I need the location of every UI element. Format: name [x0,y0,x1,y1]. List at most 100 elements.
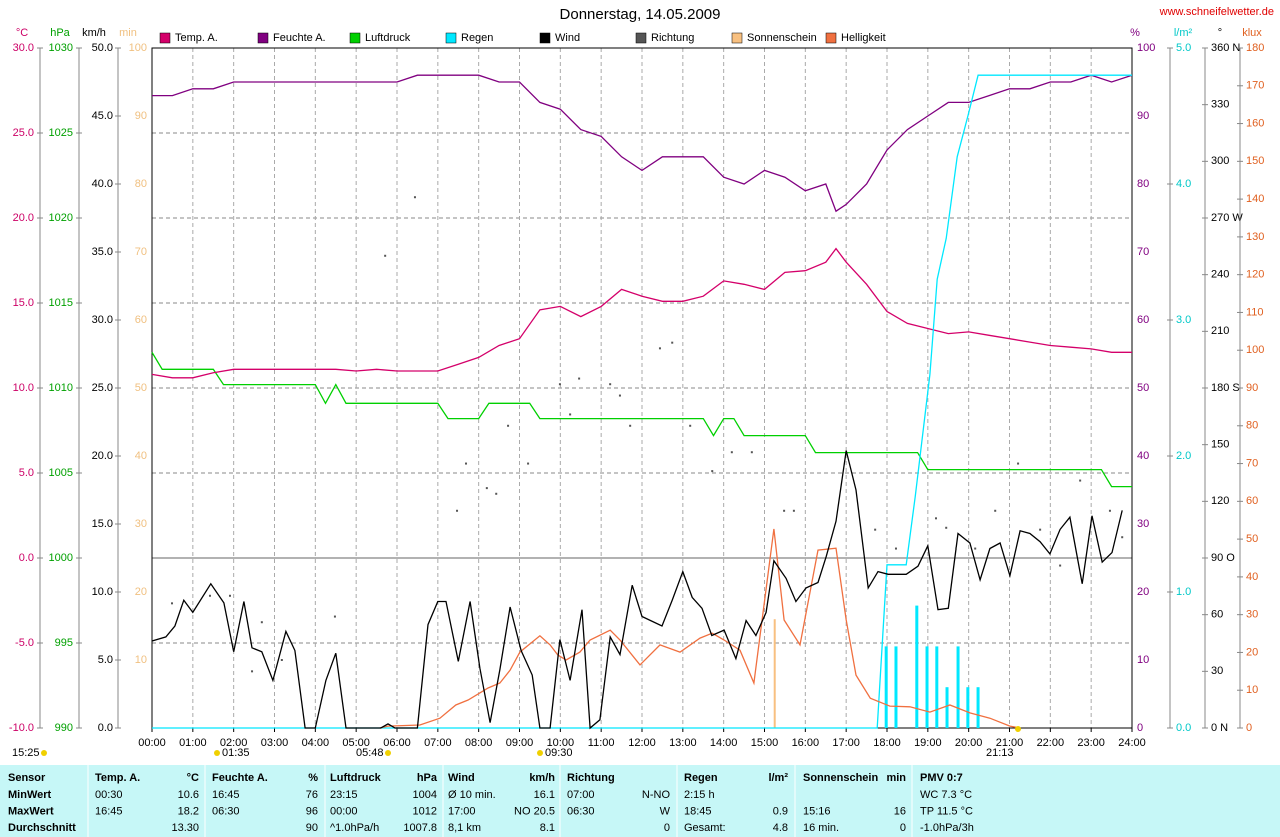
table-cell: 16 min. [803,822,839,834]
axis-unit: hPa [50,27,70,39]
y-tick-label: 100 [129,42,147,54]
sun-marker [1015,726,1021,732]
y-tick-label: 20 [1137,586,1149,598]
dot [711,470,714,473]
y-tick-label: 210 [1211,325,1229,337]
axis-unit: l/m² [1174,27,1193,39]
y-tick-label: 240 [1211,269,1229,281]
table-cell: 1007.8 [403,822,437,834]
y-tick-label: 70 [135,246,147,258]
y-tick-label: 50 [135,382,147,394]
dot [618,394,621,397]
x-tick-label: 15:00 [751,737,779,749]
legend-swatch [731,32,743,44]
dot [260,621,263,624]
table-cell: 16:45 [95,805,123,817]
legend-swatch [445,32,457,44]
y-tick-label: 10.0 [13,382,34,394]
legend-swatch [257,32,269,44]
table-header-unit: l/m² [768,772,788,784]
y-tick-label: 360 N [1211,42,1240,54]
y-tick-label: 1000 [49,552,73,564]
bar [894,646,898,728]
x-tick-label: 05:00 [342,737,370,749]
x-tick-label: 09:00 [506,737,534,749]
legend-label: Feuchte A. [273,32,326,44]
y-tick-label: 0.0 [19,552,34,564]
table-cell: 4.8 [773,822,788,834]
dot [578,377,581,380]
axis-unit: min [119,27,137,39]
table-cell: 76 [306,789,318,801]
bar [956,646,960,728]
y-tick-label: 120 [1246,269,1264,281]
dot [629,424,632,427]
y-tick-label: 40 [1137,450,1149,462]
y-tick-label: 25.0 [13,127,34,139]
bar [945,687,949,728]
source: www.schneifelwetter.de [1159,6,1274,18]
y-tick-label: 80 [1246,420,1258,432]
dot [333,615,336,618]
table-header: Temp. A. [95,772,140,784]
line [151,247,1132,379]
table-cell: 00:30 [95,789,123,801]
table-cell: Gesamt: [684,822,726,834]
dot [730,451,733,454]
table-header-unit: °C [187,772,199,784]
y-tick-label: 10.0 [92,586,113,598]
y-tick-label: 100 [1137,42,1155,54]
y-tick-label: 0.0 [98,722,113,734]
dot [527,462,530,465]
table-cell: TP 11.5 °C [920,805,973,817]
dot [955,547,958,550]
table-header-unit: % [308,772,318,784]
dot [1059,564,1062,567]
dot [228,594,231,597]
table-cell: ^1.0hPa/h [330,822,379,834]
table-cell: -1.0hPa/3h [920,822,974,834]
y-tick-label: 10 [1246,684,1258,696]
dot [1017,462,1020,465]
table-cell: 10.6 [178,789,199,801]
dot [994,509,997,512]
y-tick-label: 60 [1211,609,1223,621]
y-tick-label: 90 O [1211,552,1235,564]
dot [658,347,661,350]
axis-unit: °C [16,27,28,39]
y-tick-label: 50 [1246,533,1258,545]
y-tick-label: 0 [1137,722,1143,734]
y-tick-label: 10 [135,654,147,666]
y-tick-label: 60 [1137,314,1149,326]
y-tick-label: 30.0 [92,314,113,326]
table-cell: 1012 [413,805,437,817]
axis-unit: km/h [82,27,106,39]
y-tick-label: 300 [1211,155,1229,167]
axis-unit: % [1130,27,1140,39]
legend-swatch [825,32,837,44]
legend-swatch [349,32,361,44]
table-cell: 17:00 [448,805,476,817]
dot [569,413,572,416]
y-tick-label: 80 [135,178,147,190]
table-header: Sonnenschein [803,772,878,784]
x-tick-label: 10:00 [547,737,575,749]
bar [884,646,888,728]
dot [456,509,459,512]
line [379,528,1021,729]
table-cell: 1004 [413,789,437,801]
x-tick-label: 12:00 [628,737,656,749]
table-cell: 18.2 [178,805,199,817]
dot [974,547,977,550]
bar [976,687,980,728]
y-tick-label: 20.0 [13,212,34,224]
table-cell: 13.30 [171,822,199,834]
y-tick-label: 1020 [49,212,73,224]
y-tick-label: 5.0 [98,654,113,666]
table-header: Luftdruck [330,772,382,784]
y-tick-label: 120 [1211,495,1229,507]
y-tick-label: 130 [1246,231,1264,243]
table-row-label: Durchschnitt [8,822,76,834]
y-tick-label: 45.0 [92,110,113,122]
